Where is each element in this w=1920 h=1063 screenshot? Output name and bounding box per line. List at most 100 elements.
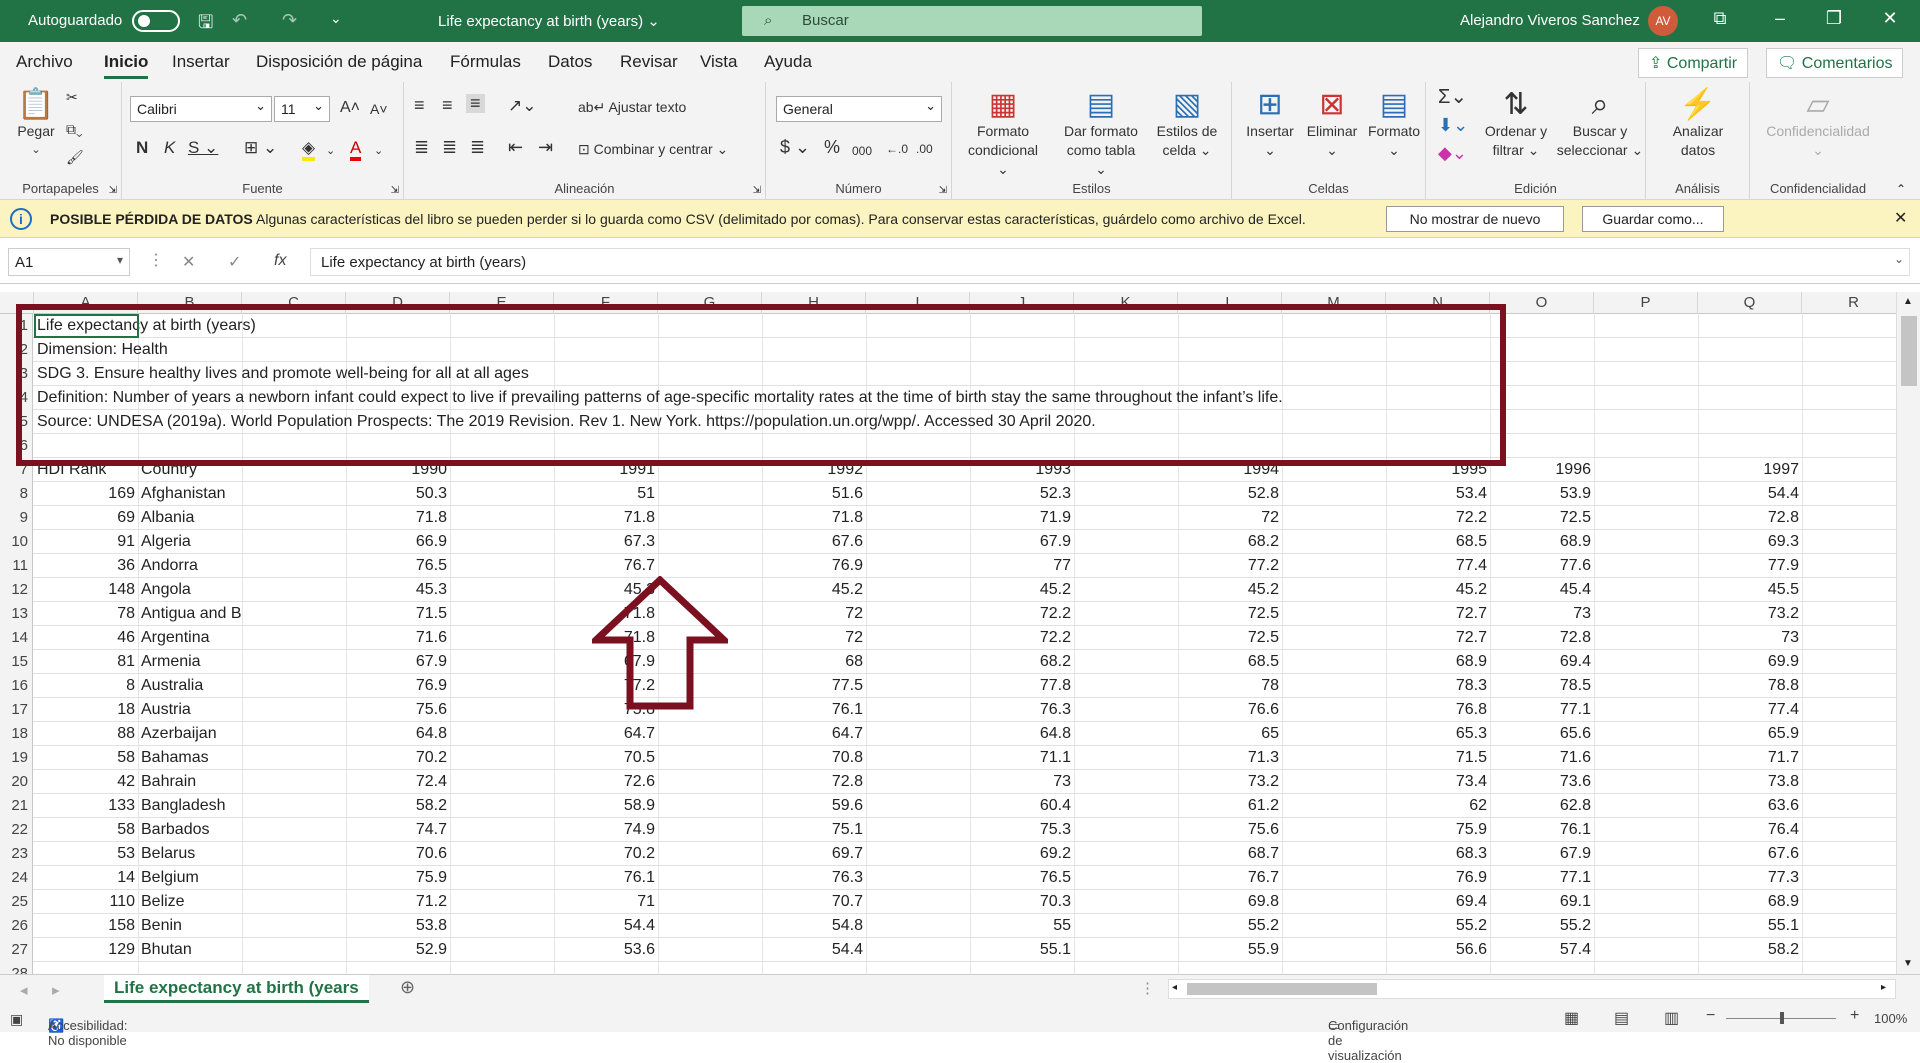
data-cell[interactable]: Armenia <box>141 653 201 670</box>
macro-record-icon[interactable]: ▣ <box>10 1011 24 1027</box>
normal-view-icon[interactable]: ▦ <box>1564 1010 1580 1027</box>
data-cell[interactable]: 65.3 <box>1455 725 1487 742</box>
data-cell[interactable]: 57.4 <box>1559 941 1591 958</box>
data-cell[interactable]: 55.1 <box>1039 941 1071 958</box>
column-title-cell[interactable]: 1996 <box>1555 461 1591 478</box>
data-cell[interactable]: 51 <box>637 485 655 502</box>
data-cell[interactable]: 68.2 <box>1039 653 1071 670</box>
data-cell[interactable]: 64.8 <box>415 725 447 742</box>
data-cell[interactable]: 77.4 <box>1455 557 1487 574</box>
align-left-icon[interactable]: ≣ <box>414 137 430 157</box>
data-cell[interactable]: 50.3 <box>415 485 447 502</box>
data-cell[interactable]: 73.2 <box>1247 773 1279 790</box>
data-cell[interactable]: Azerbaijan <box>141 725 217 742</box>
data-cell[interactable]: 77.2 <box>1247 557 1279 574</box>
avatar[interactable]: AV <box>1648 6 1678 36</box>
data-cell[interactable]: 71.8 <box>623 509 655 526</box>
decrease-decimal-icon[interactable]: .00 <box>916 142 933 156</box>
info-cell[interactable]: Dimension: Health <box>37 341 168 358</box>
column-header-h[interactable]: H <box>762 292 866 314</box>
number-format-combo[interactable]: General <box>776 96 942 122</box>
cell-styles-button[interactable]: ▧ Estilos de celda ⌄ <box>1150 88 1224 160</box>
borders-icon[interactable]: ⊞ ⌄ <box>244 138 278 157</box>
bold-icon[interactable]: N <box>136 138 149 157</box>
data-cell[interactable]: 76.1 <box>1559 821 1591 838</box>
data-cell[interactable]: 68.2 <box>1247 533 1279 550</box>
data-cell[interactable]: Angola <box>141 581 191 598</box>
decrease-indent-icon[interactable]: ⇤ <box>508 137 524 157</box>
data-cell[interactable]: 73 <box>1781 629 1799 646</box>
data-cell[interactable]: 72.2 <box>1039 629 1071 646</box>
tab-vista[interactable]: Vista <box>700 52 738 71</box>
data-cell[interactable]: 64.8 <box>1039 725 1071 742</box>
paste-button[interactable]: 📋 Pegar ⌄ <box>14 88 58 160</box>
data-cell[interactable]: 76.3 <box>831 869 863 886</box>
data-cell[interactable]: Bahrain <box>141 773 197 790</box>
font-color-dropdown-icon[interactable]: ⌄ <box>374 145 384 157</box>
data-cell[interactable]: 77 <box>1053 557 1071 574</box>
formula-input[interactable]: Life expectancy at birth (years) <box>310 248 1910 276</box>
data-cell[interactable]: 65 <box>1261 725 1279 742</box>
select-all-corner[interactable] <box>0 292 34 314</box>
tab-datos[interactable]: Datos <box>548 52 593 71</box>
data-cell[interactable]: 71.6 <box>415 629 447 646</box>
data-cell[interactable]: 53.8 <box>415 917 447 934</box>
scroll-up-icon[interactable]: ▲ <box>1903 296 1913 307</box>
data-cell[interactable]: 54.8 <box>831 917 863 934</box>
data-cell[interactable]: 72 <box>845 629 863 646</box>
add-sheet-icon[interactable]: ⊕ <box>400 977 416 997</box>
row-header[interactable]: 20 <box>0 770 33 794</box>
column-header-a[interactable]: A <box>34 292 138 314</box>
data-cell[interactable]: 62 <box>1469 797 1487 814</box>
data-cell[interactable]: 69.4 <box>1455 893 1487 910</box>
data-cell[interactable]: Austria <box>141 701 191 718</box>
data-cell[interactable]: 73.2 <box>1767 605 1799 622</box>
document-title[interactable]: Life expectancy at birth (years) ⌄ <box>438 13 660 30</box>
data-cell[interactable]: 78.3 <box>1455 677 1487 694</box>
find-select-button[interactable]: ⌕ Buscar y seleccionar ⌄ <box>1556 88 1644 158</box>
data-cell[interactable]: 58 <box>117 749 135 766</box>
tab-split-icon[interactable]: ⋮ <box>1140 980 1155 997</box>
tab-disposicion[interactable]: Disposición de página <box>256 52 423 71</box>
data-cell[interactable]: 76.7 <box>1247 869 1279 886</box>
column-header-f[interactable]: F <box>554 292 658 314</box>
dialog-launcher-icon[interactable]: ⇲ <box>752 185 761 196</box>
info-cell[interactable]: Source: UNDESA (2019a). World Population… <box>37 413 1096 430</box>
vertical-scrollbar[interactable]: ▲ ▼ <box>1896 292 1920 974</box>
column-header-d[interactable]: D <box>346 292 450 314</box>
data-cell[interactable]: 58.9 <box>623 797 655 814</box>
data-cell[interactable]: 72.8 <box>831 773 863 790</box>
data-cell[interactable]: 78.5 <box>1559 677 1591 694</box>
align-bottom-icon[interactable]: ≡ <box>466 94 485 113</box>
row-header[interactable]: 14 <box>0 626 33 650</box>
cancel-icon[interactable]: ✕ <box>182 254 196 271</box>
data-cell[interactable]: 158 <box>108 917 135 934</box>
data-cell[interactable]: 53.4 <box>1455 485 1487 502</box>
data-cell[interactable]: 65.6 <box>1559 725 1591 742</box>
cut-icon[interactable]: ✂ <box>66 89 78 105</box>
data-cell[interactable]: 68.9 <box>1559 533 1591 550</box>
data-cell[interactable]: 64.7 <box>623 725 655 742</box>
dialog-launcher-icon[interactable]: ⇲ <box>108 185 117 196</box>
more-options-icon[interactable]: ⋮ <box>148 252 164 269</box>
data-cell[interactable]: 58.2 <box>415 797 447 814</box>
data-cell[interactable]: 67.9 <box>1039 533 1071 550</box>
data-cell[interactable]: 67.6 <box>831 533 863 550</box>
data-cell[interactable]: 51.6 <box>831 485 863 502</box>
data-cell[interactable]: 72 <box>845 605 863 622</box>
data-cell[interactable]: Albania <box>141 509 195 526</box>
data-cell[interactable]: 72.2 <box>1039 605 1071 622</box>
font-color-icon[interactable]: A <box>350 138 362 161</box>
horizontal-scroll-thumb[interactable] <box>1187 983 1377 995</box>
data-cell[interactable]: 66.9 <box>415 533 447 550</box>
data-cell[interactable]: 45.4 <box>1559 581 1591 598</box>
infobar-close-icon[interactable]: ✕ <box>1894 210 1908 227</box>
fill-icon[interactable]: ⬇⌄ <box>1438 115 1469 135</box>
data-cell[interactable]: 71.8 <box>415 509 447 526</box>
data-cell[interactable]: 71.2 <box>415 893 447 910</box>
data-cell[interactable]: 59.6 <box>831 797 863 814</box>
info-cell[interactable]: Definition: Number of years a newborn in… <box>37 389 1283 406</box>
data-cell[interactable]: 72.6 <box>623 773 655 790</box>
merge-center-button[interactable]: ⊡ Combinar y centrar ⌄ <box>578 141 729 157</box>
minimize-icon[interactable]: – <box>1774 8 1785 28</box>
